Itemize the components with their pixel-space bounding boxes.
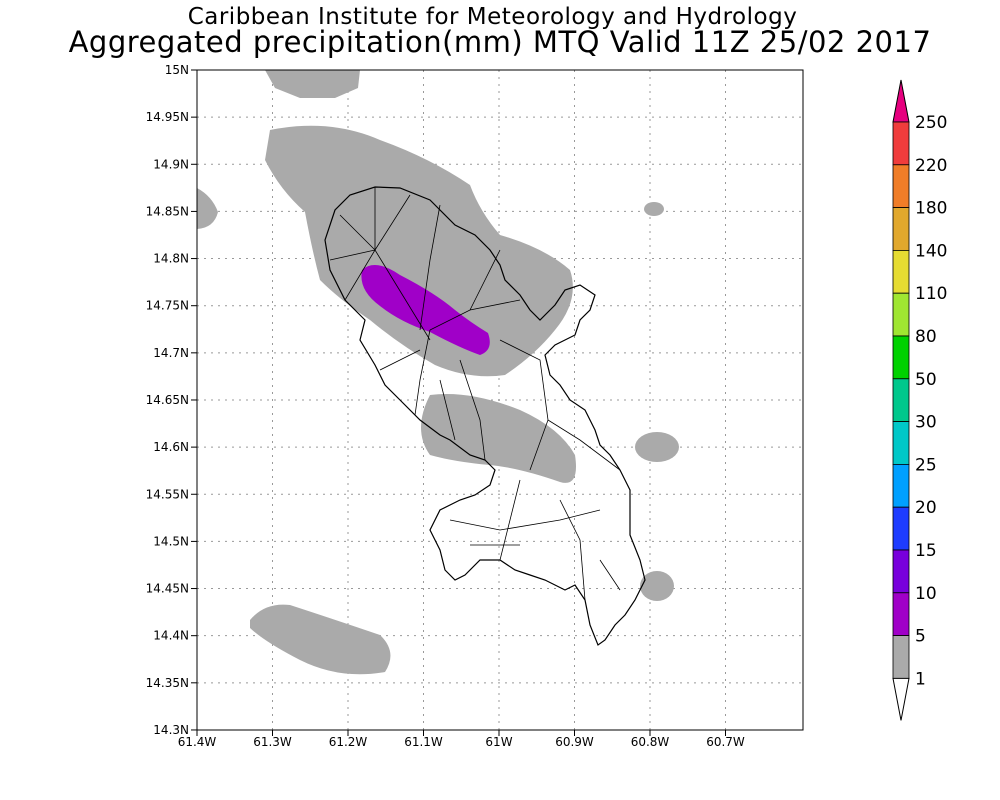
colorbar-label: 180 <box>915 199 947 219</box>
lat-tick-label: 14.45N <box>146 582 189 596</box>
colorbar-label: 250 <box>915 113 947 133</box>
precip-blob <box>421 394 576 483</box>
lat-tick-label: 14.4N <box>153 629 189 643</box>
colorbar-label: 110 <box>915 284 947 304</box>
colorbar-swatch <box>892 249 910 294</box>
colorbar-swatch <box>892 335 910 380</box>
lat-tick-label: 14.35N <box>146 676 189 690</box>
colorbar-swatch <box>892 421 910 465</box>
colorbar-bottom-arrow <box>892 677 910 721</box>
colorbar-top-arrow <box>892 79 910 123</box>
colorbar-label: 220 <box>915 156 947 176</box>
colorbar-swatch <box>892 506 910 551</box>
precip-blob <box>265 125 573 377</box>
colorbar-swatch <box>892 549 910 594</box>
colorbar-swatch <box>892 463 910 508</box>
colorbar-label: 25 <box>915 455 937 475</box>
lat-tick-label: 14.8N <box>153 252 189 266</box>
colorbar: 250 220 180 140 110 80 50 30 25 20 15 10 5 1 <box>892 79 947 721</box>
precip-blob <box>250 604 391 675</box>
lon-tick-label: 61.2W <box>329 735 368 749</box>
colorbar-swatch <box>892 378 910 422</box>
precip-blob <box>644 202 664 216</box>
colorbar-swatch <box>892 592 910 636</box>
latitude-ticks: 15N 14.95N 14.9N 14.85N 14.8N 14.75N 14.7N 14.6… <box>146 63 197 737</box>
lon-tick-label: 61.3W <box>253 735 292 749</box>
colorbar-label: 15 <box>915 541 937 561</box>
chart-title-institute: Caribbean Institute for Meteorology and … <box>187 4 798 30</box>
lon-tick-label: 61W <box>485 735 512 749</box>
lon-tick-label: 60.7W <box>706 735 745 749</box>
lat-tick-label: 14.75N <box>146 299 189 313</box>
lon-tick-label: 60.8W <box>631 735 670 749</box>
precip-blob <box>197 188 218 229</box>
lat-tick-label: 14.65N <box>146 393 189 407</box>
colorbar-swatch <box>892 292 910 337</box>
colorbar-label: 140 <box>915 241 947 261</box>
chart-title-product: Aggregated precipitation(mm) MTQ Valid 1… <box>68 25 932 59</box>
lat-tick-label: 14.5N <box>153 534 189 548</box>
colorbar-label: 5 <box>915 627 926 647</box>
lat-tick-label: 14.95N <box>146 110 189 124</box>
river-basins <box>329 187 621 601</box>
lon-tick-label: 61.4W <box>178 735 217 749</box>
lat-tick-label: 14.85N <box>146 204 189 218</box>
martinique-coastline <box>324 186 646 646</box>
colorbar-label: 30 <box>915 413 937 433</box>
colorbar-label: 80 <box>915 327 937 347</box>
colorbar-label: 20 <box>915 498 937 518</box>
precip-1-5mm <box>197 70 679 675</box>
lat-tick-label: 15N <box>165 63 189 77</box>
colorbar-swatch <box>892 121 910 166</box>
lat-tick-label: 14.3N <box>153 723 189 737</box>
lon-tick-label: 61.1W <box>404 735 443 749</box>
lon-tick-label: 60.9W <box>555 735 594 749</box>
lat-tick-label: 14.7N <box>153 346 189 360</box>
colorbar-swatch <box>892 164 910 209</box>
map-area <box>197 70 803 730</box>
lat-tick-label: 14.55N <box>146 487 189 501</box>
colorbar-swatch <box>892 207 910 251</box>
precip-5-10mm <box>361 265 490 355</box>
colorbar-label: 1 <box>915 669 926 689</box>
colorbar-label: 50 <box>915 370 937 390</box>
precip-blob <box>635 432 679 462</box>
precip-blob <box>640 571 674 601</box>
lat-tick-label: 14.9N <box>153 157 189 171</box>
colorbar-swatch <box>892 635 910 679</box>
precip-blob <box>265 70 360 98</box>
longitude-ticks: 61.4W 61.3W 61.2W 61.1W 61W 60.9W 60.8W 60.7W <box>178 730 745 749</box>
colorbar-label: 10 <box>915 584 937 604</box>
lat-tick-label: 14.6N <box>153 440 189 454</box>
